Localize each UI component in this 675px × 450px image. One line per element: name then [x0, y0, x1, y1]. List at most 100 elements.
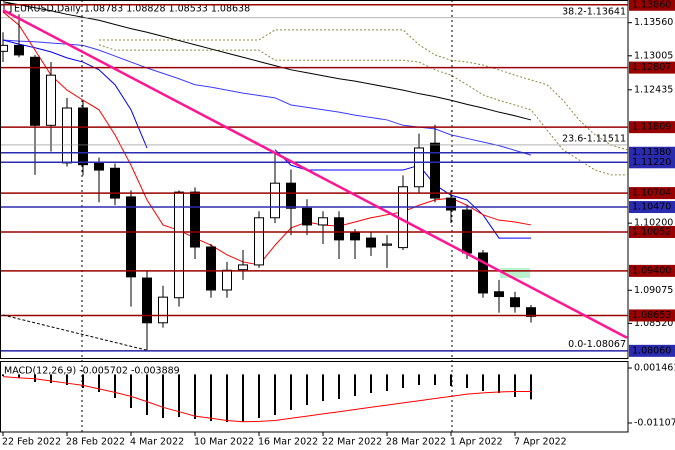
y-tick-label: 1.10200 [634, 218, 673, 229]
candle-body [334, 217, 344, 241]
candle-body [318, 217, 328, 226]
candle-body [206, 246, 216, 291]
trendline [2, 9, 628, 339]
candle-body [110, 167, 120, 199]
x-tick-label: 16 Mar 2022 [258, 437, 318, 448]
y-tick-label: 1.08520 [634, 318, 673, 329]
macd-bar [210, 374, 212, 421]
level-label: 1.13860 [632, 0, 671, 10]
x-tick-label: 22 Mar 2022 [322, 437, 382, 448]
candle-body [78, 107, 88, 166]
macd-bar [66, 374, 68, 386]
macd-bar [82, 374, 84, 389]
macd-bar [242, 374, 244, 422]
macd-bar [18, 374, 20, 379]
candle-body [302, 207, 312, 226]
level-label: 1.11809 [632, 122, 671, 133]
y-tick-label: 1.12435 [634, 84, 673, 95]
level-label: 1.12807 [632, 62, 671, 73]
candle-body [14, 44, 24, 56]
macd-bar [482, 374, 484, 391]
macd-bar [402, 374, 404, 389]
macd-bar [274, 374, 276, 415]
level-label: 1.08060 [632, 345, 671, 356]
macd-bar [498, 374, 500, 394]
x-tick-label: 22 Feb 2022 [2, 437, 61, 448]
macd-bar [50, 374, 52, 384]
candle-body [174, 191, 184, 299]
macd-bar [130, 374, 132, 409]
x-tick-label: 4 Mar 2022 [130, 437, 184, 448]
x-tick-label: 28 Feb 2022 [66, 437, 125, 448]
macd-bar [114, 374, 116, 399]
ma-line [2, 39, 532, 156]
x-tick-label: 1 Apr 2022 [450, 437, 503, 448]
candle-body [494, 291, 504, 298]
level-box [629, 121, 675, 134]
macd-bar [178, 374, 180, 417]
level-box [629, 225, 675, 238]
level-label: 1.11380 [632, 147, 671, 158]
y-tick-label: -0.011075 [634, 417, 675, 428]
price-frame [0, 0, 629, 359]
cloud-lower [98, 44, 627, 176]
macd-title: MACD(12,26,9) -0.005702 -0.003889 [4, 366, 180, 377]
ma-line [274, 149, 531, 239]
level-label: 1.08653 [632, 310, 671, 321]
macd-bar [162, 374, 164, 419]
level-box [629, 156, 675, 169]
ma-line [2, 11, 532, 266]
candle-body [446, 197, 456, 211]
macd-bar [2, 374, 4, 376]
candle-body [414, 147, 424, 188]
macd-bar [450, 374, 452, 386]
candle-body [350, 231, 360, 241]
macd-bar [34, 374, 36, 382]
y-tick-label: 1.09075 [634, 285, 673, 296]
macd-bar [194, 374, 196, 420]
level-box [629, 344, 675, 357]
level-box [629, 201, 675, 214]
candle-body [158, 296, 168, 324]
level-label: 1.11220 [632, 157, 671, 168]
candle-body [222, 269, 232, 291]
candle-body [366, 237, 376, 248]
x-tick-label: 28 Mar 2022 [386, 437, 446, 448]
candle-body [478, 252, 488, 294]
x-tick-label: 7 Apr 2022 [514, 437, 567, 448]
candle-body [190, 191, 200, 248]
candle-body [142, 277, 152, 324]
y-tick-label: 1.13560 [634, 17, 673, 28]
candle-body [510, 297, 520, 308]
macd-bar [530, 374, 532, 400]
level-box [629, 264, 675, 277]
y-tick-label: 0.001461 [634, 363, 675, 374]
level-label: 1.10704 [632, 188, 671, 199]
level-box [629, 0, 675, 11]
ma-line [2, 39, 148, 149]
level-label: 1.10470 [632, 202, 671, 213]
macd-bar [354, 374, 356, 396]
candle-body [526, 307, 536, 317]
macd-bar [98, 374, 100, 392]
x-tick-label: 10 Mar 2022 [194, 437, 254, 448]
candle-body [126, 196, 136, 278]
candle-body [270, 182, 280, 219]
level-box [629, 187, 675, 200]
cloud-upper [99, 29, 628, 151]
level-box [629, 61, 675, 74]
level-box [629, 309, 675, 322]
macd-bar [306, 374, 308, 406]
candle-body [94, 162, 104, 171]
macd-bar [466, 374, 468, 389]
header: EURUSD,Daily 1.08783 1.08828 1.08533 1.0… [14, 4, 250, 15]
highlight-box [500, 268, 530, 278]
candle-body [62, 107, 72, 164]
macd-bar [370, 374, 372, 394]
macd-bar [434, 374, 436, 386]
fib-label: 23.6-1.11511 [562, 133, 626, 144]
candle-body [30, 56, 40, 126]
signal-line [2, 376, 532, 423]
level-label: 1.09400 [632, 265, 671, 276]
